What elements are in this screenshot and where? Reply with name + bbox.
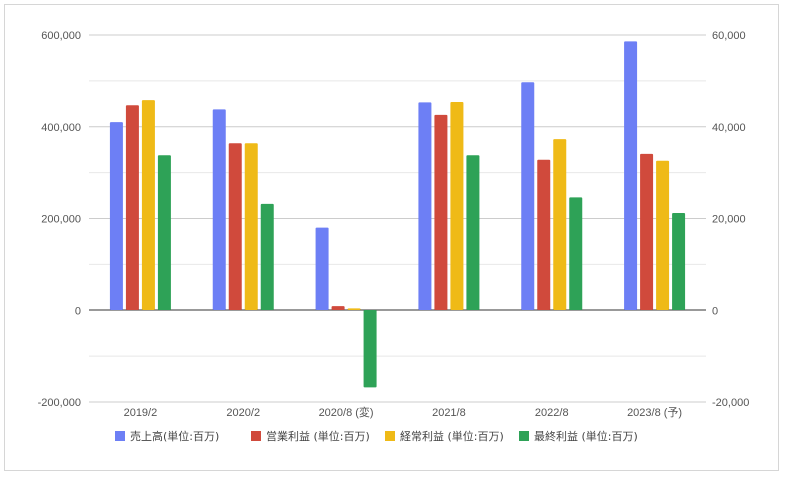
bar — [434, 114, 448, 310]
bar-chart: 600,000 400,000 200,000 0 -200,000 60,000 40,… — [38, 30, 750, 443]
legend-swatch — [251, 431, 261, 441]
bar — [553, 139, 567, 310]
left-axis-tick-label: 200,000 — [41, 214, 81, 226]
bar — [569, 197, 583, 310]
bar — [624, 41, 638, 311]
legend-swatch — [115, 431, 125, 441]
chart-frame: 600,000 400,000 200,000 0 -200,000 60,000 40,… — [4, 4, 779, 471]
bars — [109, 41, 686, 388]
legend-label: 営業利益 (単位:百万) — [266, 429, 370, 443]
category-label: 2020/8 (変) — [319, 405, 374, 419]
bar — [672, 212, 686, 310]
bar — [125, 105, 139, 310]
right-axis-tick-label: 0 — [712, 305, 718, 317]
legend-label: 売上高(単位:百万) — [130, 429, 219, 443]
bar — [347, 308, 361, 310]
right-axis-tick-label: 20,000 — [712, 214, 746, 226]
right-axis: 60,000 40,000 20,000 0 -20,000 — [712, 30, 749, 409]
right-axis-tick-label: 60,000 — [712, 30, 746, 42]
bar — [141, 100, 155, 310]
category-label: 2020/2 — [226, 407, 260, 419]
legend-label: 経常利益 (単位:百万) — [400, 429, 504, 443]
bar — [656, 160, 670, 310]
left-axis-tick-label: 400,000 — [41, 122, 81, 134]
bar — [363, 310, 377, 388]
category-axis: 2019/2 2020/2 2020/8 (変) 2021/8 2022/8 2023/8… — [124, 405, 683, 419]
right-axis-tick-label: 40,000 — [712, 122, 746, 134]
bar — [244, 143, 258, 310]
bar — [212, 109, 226, 310]
bar — [315, 227, 329, 310]
legend-label: 最終利益 (単位:百万) — [534, 429, 638, 443]
bar — [640, 153, 654, 310]
bar — [157, 155, 171, 310]
legend: 売上高(単位:百万) 営業利益 (単位:百万) 経常利益 (単位:百万) 最終利益 (… — [115, 429, 638, 443]
gridlines — [89, 34, 706, 403]
left-axis-tick-label: -200,000 — [38, 397, 81, 409]
bar — [331, 306, 345, 310]
category-label: 2023/8 (予) — [627, 406, 682, 419]
bar — [450, 101, 464, 310]
category-label: 2019/2 — [124, 407, 158, 419]
bar — [537, 159, 551, 310]
bar — [521, 82, 535, 310]
bar — [418, 102, 432, 310]
left-axis: 600,000 400,000 200,000 0 -200,000 — [38, 30, 81, 409]
left-axis-tick-label: 600,000 — [41, 30, 81, 42]
bar — [228, 143, 242, 310]
legend-swatch — [385, 431, 395, 441]
left-axis-tick-label: 0 — [75, 305, 81, 317]
category-label: 2022/8 — [535, 407, 569, 419]
bar — [466, 155, 480, 310]
right-axis-tick-label: -20,000 — [712, 397, 749, 409]
category-label: 2021/8 — [432, 407, 466, 419]
bar — [260, 203, 274, 310]
bar — [109, 122, 123, 310]
legend-swatch — [519, 431, 529, 441]
